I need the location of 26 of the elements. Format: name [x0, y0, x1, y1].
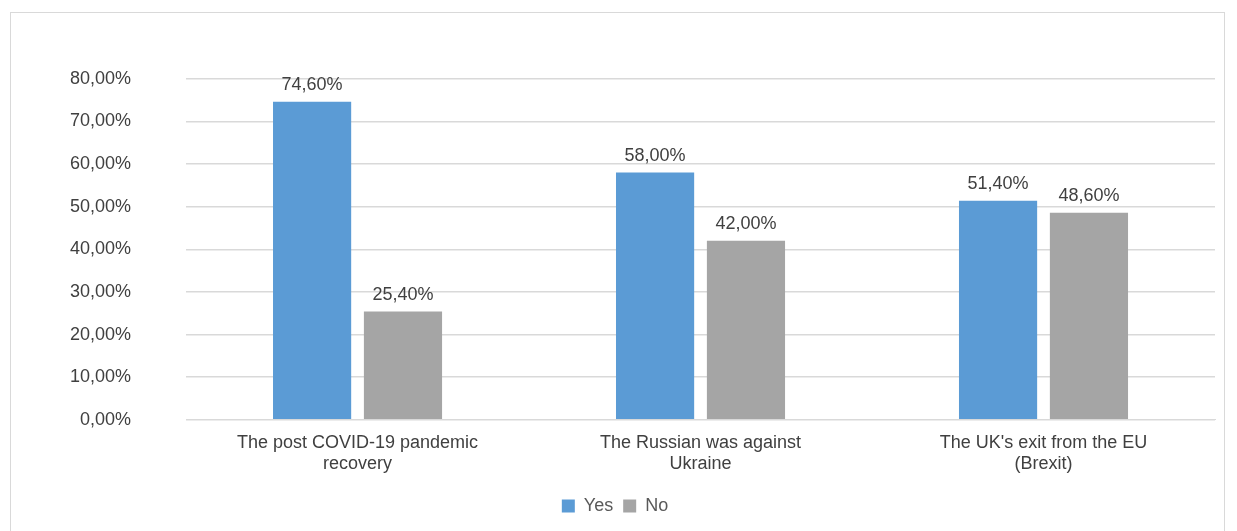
- bar: [616, 172, 695, 420]
- x-tick-label: The UK's exit from the EU (Brexit): [939, 431, 1148, 474]
- y-tick-label: 10,00%: [69, 366, 132, 387]
- legend-label: Yes: [583, 494, 614, 515]
- bar: [363, 311, 443, 420]
- y-tick-label: 80,00%: [69, 67, 132, 88]
- bar: [958, 200, 1038, 420]
- y-tick-label: 20,00%: [69, 323, 132, 344]
- x-tick-label: The post COVID-19 pandemic recovery: [236, 431, 479, 474]
- bar: [706, 240, 786, 420]
- y-tick-label: 40,00%: [69, 238, 132, 259]
- legend-label: No: [645, 494, 669, 515]
- y-tick-label: 30,00%: [69, 280, 132, 301]
- data-label: 58,00%: [624, 144, 686, 165]
- data-label: 25,40%: [372, 283, 434, 304]
- y-tick-label: 70,00%: [69, 110, 132, 131]
- data-label: 42,00%: [715, 212, 777, 233]
- data-label: 51,40%: [967, 172, 1029, 193]
- x-tick-label: The Russian was against Ukraine: [599, 431, 802, 474]
- y-tick-label: 60,00%: [69, 153, 132, 174]
- bar: [1049, 212, 1129, 420]
- data-label: 74,60%: [281, 73, 343, 94]
- y-tick-label: 50,00%: [69, 195, 132, 216]
- bar: [273, 101, 352, 420]
- y-tick-label: 0,00%: [80, 408, 132, 429]
- data-label: 48,60%: [1058, 184, 1120, 205]
